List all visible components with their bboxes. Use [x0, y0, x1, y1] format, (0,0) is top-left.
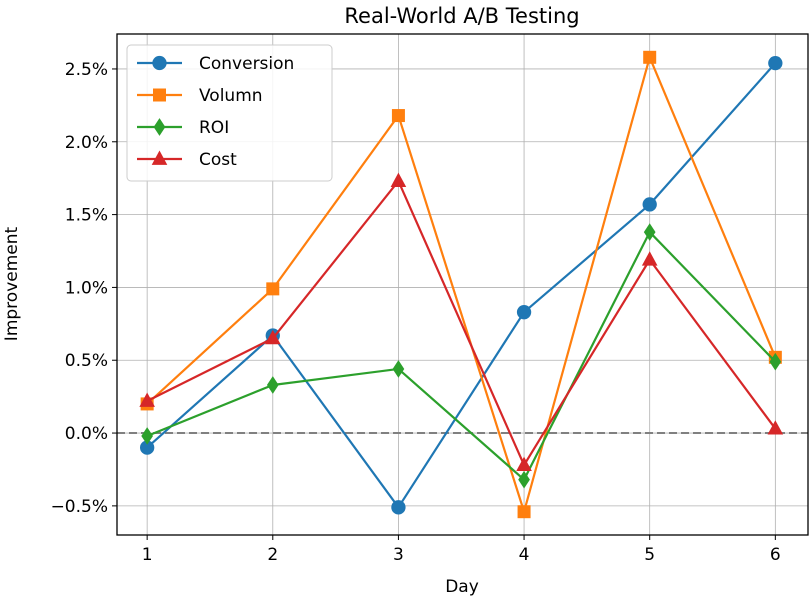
triangle-marker-icon — [390, 172, 407, 187]
y-tick-label: 2.0% — [65, 133, 108, 153]
chart-title: Real-World A/B Testing — [344, 4, 579, 28]
triangle-marker-icon — [767, 420, 784, 435]
circle-marker-icon — [140, 440, 155, 455]
legend-label: ROI — [199, 118, 229, 138]
legend-item-volumn: Volumn — [137, 86, 263, 106]
x-tick-label: 5 — [644, 545, 655, 565]
y-axis-label: Improvement — [2, 226, 22, 341]
diamond-marker-icon — [141, 427, 154, 445]
x-tick-label: 2 — [267, 545, 278, 565]
circle-marker-icon — [391, 500, 406, 515]
y-tick-label: 0.5% — [65, 351, 108, 371]
triangle-marker-icon — [264, 329, 281, 345]
square-marker-icon — [517, 505, 531, 519]
legend-label: Conversion — [199, 54, 294, 74]
x-axis-ticks: 1 2 3 4 5 6 — [142, 535, 781, 565]
square-marker-icon — [391, 109, 405, 123]
diamond-marker-icon — [153, 118, 166, 136]
series-line — [146, 230, 777, 481]
square-marker-icon — [266, 282, 280, 296]
y-axis-ticks: −0.5% 0.0% 0.5% 1.0% 1.5% 2.0% 2.5% — [51, 60, 117, 517]
diamond-marker-icon — [643, 223, 656, 241]
y-tick-label: −0.5% — [51, 497, 108, 517]
diamond-marker-icon — [769, 352, 782, 371]
legend: Conversion Volumn ROI Cost — [126, 44, 333, 182]
legend-item-cost: Cost — [137, 150, 237, 170]
series-roi — [141, 223, 782, 489]
x-tick-label: 6 — [770, 545, 781, 565]
circle-marker-icon — [152, 55, 167, 71]
x-tick-label: 1 — [142, 545, 153, 565]
plot-frame — [116, 33, 809, 536]
triangle-marker-icon — [516, 456, 532, 471]
x-axis-label: Day — [445, 577, 479, 597]
square-marker-icon — [153, 88, 166, 102]
triangle-marker-icon — [641, 251, 658, 266]
triangle-marker-icon — [151, 150, 168, 165]
legend-label: Volumn — [199, 86, 263, 106]
y-tick-label: 1.0% — [65, 278, 108, 298]
square-marker-icon — [643, 50, 657, 64]
y-tick-label: 2.5% — [65, 60, 108, 80]
y-tick-label: 1.5% — [65, 206, 108, 226]
diamond-marker-icon — [266, 376, 279, 394]
data-series — [139, 50, 784, 519]
legend-item-roi: ROI — [137, 118, 229, 138]
diamond-marker-icon — [518, 470, 530, 489]
legend-label: Cost — [199, 150, 237, 170]
series-line — [146, 56, 777, 513]
circle-marker-icon — [768, 55, 783, 71]
series-line — [146, 179, 777, 467]
legend-item-conversion: Conversion — [137, 54, 294, 74]
diamond-marker-icon — [392, 360, 405, 378]
circle-marker-icon — [516, 305, 532, 320]
x-tick-label: 4 — [519, 545, 530, 565]
triangle-marker-icon — [139, 392, 155, 407]
series-line — [146, 62, 777, 509]
circle-marker-icon — [642, 197, 657, 212]
x-tick-label: 3 — [393, 545, 404, 565]
legend-box — [126, 44, 333, 182]
series-cost — [139, 172, 784, 471]
y-tick-label: 0.0% — [65, 424, 108, 444]
